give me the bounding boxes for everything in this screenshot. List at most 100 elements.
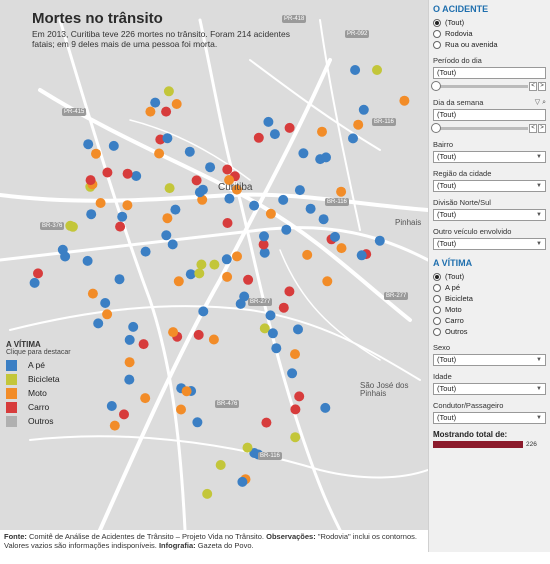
accident-marker[interactable] xyxy=(298,148,309,159)
accident-marker[interactable] xyxy=(29,277,40,288)
weekday-slider[interactable]: < > xyxy=(431,122,546,134)
accident-marker[interactable] xyxy=(287,368,298,379)
legend-item[interactable]: Carro xyxy=(6,400,71,414)
accident-marker[interactable] xyxy=(194,268,205,279)
accident-marker[interactable] xyxy=(205,162,216,173)
radio-button[interactable] xyxy=(433,272,441,281)
accident-marker[interactable] xyxy=(317,126,327,137)
accident-marker[interactable] xyxy=(243,274,254,285)
radio-button[interactable] xyxy=(433,40,441,49)
accident-marker[interactable] xyxy=(102,167,113,178)
accident-marker[interactable] xyxy=(185,269,196,280)
accident-marker[interactable] xyxy=(358,104,369,115)
accident-marker[interactable] xyxy=(374,235,385,246)
accident-marker[interactable] xyxy=(281,224,292,235)
accident-marker[interactable] xyxy=(122,168,133,179)
accident-marker[interactable] xyxy=(290,349,300,360)
accident-marker[interactable] xyxy=(221,254,232,265)
accident-marker[interactable] xyxy=(176,404,186,415)
accident-marker[interactable] xyxy=(302,249,313,260)
accident-marker[interactable] xyxy=(269,129,280,140)
accident-marker[interactable] xyxy=(108,140,119,151)
accident-marker[interactable] xyxy=(193,329,204,340)
accident-marker[interactable] xyxy=(154,148,165,159)
accident-marker[interactable] xyxy=(336,243,347,254)
accident-marker[interactable] xyxy=(109,420,120,431)
accident-markers[interactable] xyxy=(29,65,410,499)
accident-marker[interactable] xyxy=(198,306,209,317)
region-select[interactable]: (Tout) ▼ xyxy=(433,180,546,192)
accident-radio-option[interactable]: Rua ou avenida xyxy=(433,39,546,50)
accident-map[interactable]: Mortes no trânsito Em 2013, Curitiba tev… xyxy=(0,0,428,530)
accident-marker[interactable] xyxy=(348,133,358,144)
accident-marker[interactable] xyxy=(224,175,235,185)
accident-marker[interactable] xyxy=(305,203,316,214)
accident-marker[interactable] xyxy=(140,393,151,404)
accident-marker[interactable] xyxy=(106,401,117,411)
period-prev-button[interactable]: < xyxy=(529,81,537,91)
victim-radio-option[interactable]: (Tout) xyxy=(433,271,546,282)
accident-marker[interactable] xyxy=(222,164,233,175)
accident-marker[interactable] xyxy=(399,95,410,106)
accident-marker[interactable] xyxy=(161,106,172,117)
age-select[interactable]: (Tout) ▼ xyxy=(433,383,546,395)
accident-marker[interactable] xyxy=(259,247,270,258)
radio-button[interactable] xyxy=(433,18,441,27)
accident-marker[interactable] xyxy=(131,171,142,181)
accident-marker[interactable] xyxy=(336,186,347,197)
period-next-button[interactable]: > xyxy=(538,81,546,91)
accident-marker[interactable] xyxy=(168,327,179,338)
accident-marker[interactable] xyxy=(138,339,149,350)
accident-radio-option[interactable]: Rodovia xyxy=(433,28,546,39)
accident-marker[interactable] xyxy=(330,231,340,242)
victim-type-radio-group[interactable]: (Tout) A pé Bicicleta Moto Carro Outros xyxy=(433,271,546,337)
accident-marker[interactable] xyxy=(322,276,333,287)
legend-item[interactable]: Outros xyxy=(6,414,71,428)
accident-marker[interactable] xyxy=(284,122,295,133)
radio-button[interactable] xyxy=(433,29,441,38)
legend-item[interactable]: Bicicleta xyxy=(6,372,71,386)
accident-marker[interactable] xyxy=(294,185,305,196)
accident-marker[interactable] xyxy=(318,214,329,225)
legend-item[interactable]: Moto xyxy=(6,386,71,400)
weekday-slider-track[interactable] xyxy=(431,122,528,133)
accident-marker[interactable] xyxy=(171,99,182,109)
accident-marker[interactable] xyxy=(208,334,219,345)
accident-marker[interactable] xyxy=(102,309,113,320)
accident-marker[interactable] xyxy=(82,255,93,266)
accident-marker[interactable] xyxy=(93,318,104,329)
victim-radio-option[interactable]: Carro xyxy=(433,315,546,326)
period-slider[interactable]: < > xyxy=(431,80,546,92)
accident-marker[interactable] xyxy=(263,116,274,127)
accident-marker[interactable] xyxy=(202,488,213,499)
accident-radio-option[interactable]: (Tout) xyxy=(433,17,546,28)
accident-marker[interactable] xyxy=(164,183,175,194)
accident-marker[interactable] xyxy=(167,239,178,250)
accident-marker[interactable] xyxy=(196,259,207,270)
accident-marker[interactable] xyxy=(124,357,135,368)
accident-marker[interactable] xyxy=(235,298,246,309)
accident-marker[interactable] xyxy=(209,259,220,270)
accident-marker[interactable] xyxy=(267,328,278,339)
accident-marker[interactable] xyxy=(100,298,111,308)
accident-marker[interactable] xyxy=(278,302,289,313)
neighborhood-select[interactable]: (Tout) ▼ xyxy=(433,151,546,163)
accident-marker[interactable] xyxy=(259,323,270,334)
accident-marker[interactable] xyxy=(128,321,139,332)
accident-marker[interactable] xyxy=(161,230,172,241)
victim-radio-option[interactable]: Bicicleta xyxy=(433,293,546,304)
accident-marker[interactable] xyxy=(222,218,233,228)
accident-marker[interactable] xyxy=(265,310,276,321)
accident-marker[interactable] xyxy=(350,65,361,75)
accident-marker[interactable] xyxy=(356,250,367,261)
period-value-field[interactable]: (Tout) xyxy=(433,67,546,79)
accident-marker[interactable] xyxy=(321,152,331,163)
accident-marker[interactable] xyxy=(85,175,96,186)
accident-marker[interactable] xyxy=(293,324,303,335)
accident-marker[interactable] xyxy=(163,86,174,97)
accident-marker[interactable] xyxy=(87,288,98,299)
radio-button[interactable] xyxy=(433,327,441,336)
weekday-next-button[interactable]: > xyxy=(538,123,546,133)
accident-marker[interactable] xyxy=(237,476,248,487)
accident-marker[interactable] xyxy=(83,139,94,150)
